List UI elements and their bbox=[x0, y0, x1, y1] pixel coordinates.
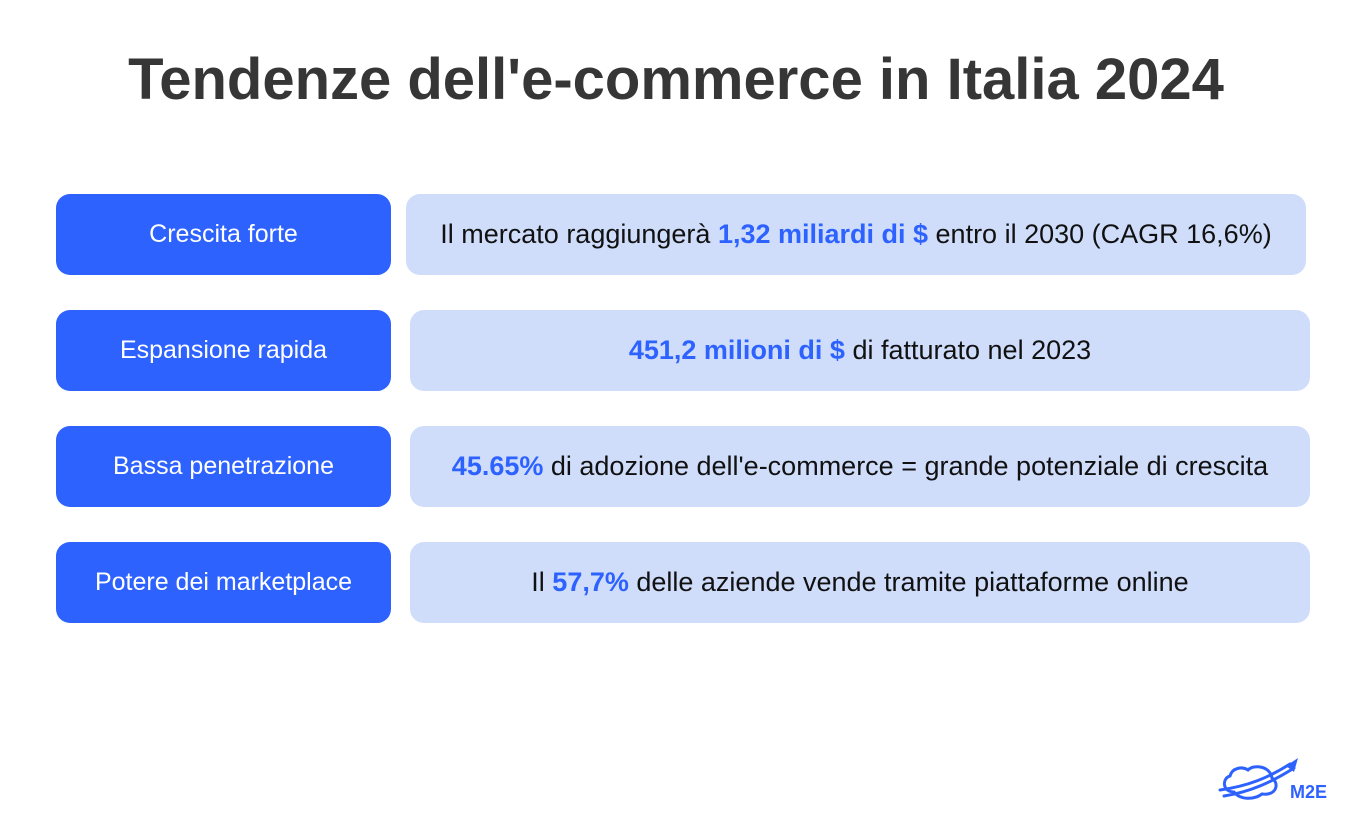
desc-text: entro il 2030 (CAGR 16,6%) bbox=[928, 218, 1272, 249]
desc-text: Il bbox=[531, 566, 553, 597]
desc-crescita-forte: Il mercato raggiungerà 1,32 miliardi di … bbox=[406, 194, 1306, 275]
desc-highlight: 1,32 miliardi di $ bbox=[717, 218, 929, 249]
desc-text: di fatturato nel 2023 bbox=[844, 334, 1092, 365]
label-potere-marketplace: Potere dei marketplace bbox=[56, 542, 391, 623]
page-title: Tendenze dell'e-commerce in Italia 2024 bbox=[128, 47, 1224, 112]
label-crescita-forte: Crescita forte bbox=[56, 194, 391, 275]
desc-highlight: 45.65% bbox=[451, 450, 544, 481]
desc-text: di adozione dell'e-commerce = grande pot… bbox=[543, 450, 1269, 481]
desc-espansione-rapida: 451,2 milioni di $ di fatturato nel 2023 bbox=[410, 310, 1310, 391]
desc-potere-marketplace: Il 57,7% delle aziende vende tramite pia… bbox=[410, 542, 1310, 623]
label-bassa-penetrazione: Bassa penetrazione bbox=[56, 426, 391, 507]
label-espansione-rapida: Espansione rapida bbox=[56, 310, 391, 391]
desc-highlight: 451,2 milioni di $ bbox=[628, 334, 845, 365]
desc-bassa-penetrazione: 45.65% di adozione dell'e-commerce = gra… bbox=[410, 426, 1310, 507]
rocket-planet-icon: M2E bbox=[1218, 758, 1327, 802]
desc-text: delle aziende vende tramite piattaforme … bbox=[628, 566, 1189, 597]
m2e-logo: M2E bbox=[1218, 756, 1334, 804]
logo-text: M2E bbox=[1290, 782, 1327, 802]
desc-text: Il mercato raggiungerà bbox=[440, 218, 718, 249]
desc-highlight: 57,7% bbox=[552, 566, 629, 597]
